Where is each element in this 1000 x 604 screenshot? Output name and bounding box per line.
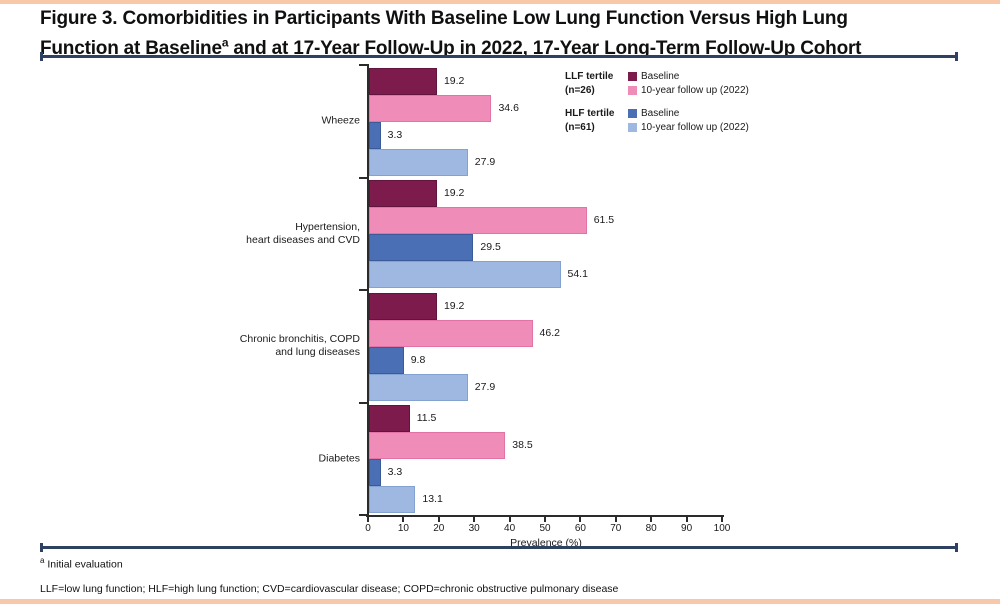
top-border-strip	[0, 0, 1000, 4]
bar-llf-tertile-10-year-follow-up-2022-	[369, 94, 492, 122]
x-axis-tick	[473, 517, 476, 522]
bar-hlf-tertile-10-year-follow-up-2022-	[369, 261, 561, 288]
category-label: Diabetes	[318, 452, 360, 465]
bar-llf-tertile-baseline	[369, 67, 437, 95]
y-axis-tick	[359, 289, 367, 291]
footnote-marker: a	[221, 36, 229, 50]
legend-row: LLF tertile Baseline	[565, 69, 749, 83]
figure-title-line2: Function at Baselinea and at 17-Year Fol…	[40, 36, 862, 60]
bar-llf-tertile-10-year-follow-up-2022-	[369, 207, 587, 234]
bar-value-label: 19.2	[443, 299, 465, 312]
y-axis-tick	[359, 514, 367, 516]
x-axis-tick	[402, 517, 405, 522]
bar-value-label: 29.5	[480, 241, 501, 253]
x-tick-label: 30	[468, 523, 480, 534]
bar-llf-tertile-baseline	[369, 292, 437, 320]
y-axis-tick	[359, 401, 367, 404]
legend-group-label: (n=61)	[565, 121, 595, 133]
y-axis-tick	[359, 176, 367, 179]
x-tick-label: 70	[610, 523, 622, 534]
x-tick-label: 100	[713, 523, 731, 534]
bar-value-label: 54.1	[567, 268, 588, 280]
bar-hlf-tertile-baseline	[369, 346, 404, 374]
figure-title-line1: Figure 3. Comorbidities in Participants …	[40, 8, 848, 29]
x-axis-tick	[650, 517, 653, 522]
legend-group-label: HLF tertile	[565, 107, 615, 119]
x-tick-label: 60	[574, 523, 586, 534]
bar-hlf-tertile-10-year-follow-up-2022-	[369, 373, 468, 401]
divider-rule-top	[40, 52, 958, 61]
legend-entry-label: 10-year follow up (2022)	[641, 84, 749, 96]
bar-value-label: 9.8	[410, 353, 426, 366]
legend-swatch	[628, 71, 637, 81]
bar-value-label: 27.9	[474, 155, 496, 168]
bar-value-label: 3.3	[387, 128, 403, 141]
legend-group: HLF tertile Baseline (n=61) 10-year follow …	[565, 106, 749, 134]
bottom-border-strip	[0, 599, 1000, 604]
legend-group-label: LLF tertile	[565, 70, 614, 82]
legend-group-label: (n=26)	[565, 84, 595, 96]
bar-llf-tertile-baseline	[369, 405, 410, 432]
bar-llf-tertile-10-year-follow-up-2022-	[369, 319, 533, 347]
figure-title: Figure 3. Comorbidities in Participants …	[40, 7, 975, 61]
legend-swatch	[628, 108, 637, 118]
legend-row: HLF tertile Baseline	[565, 106, 749, 120]
x-axis-tick	[437, 517, 440, 522]
bar-value-label: 19.2	[443, 187, 465, 199]
legend-swatch	[628, 122, 637, 132]
x-axis-line	[366, 515, 724, 517]
bar-value-label: 11.5	[416, 412, 437, 424]
x-tick-label: 10	[397, 523, 409, 534]
legend-swatch	[628, 85, 637, 95]
bar-value-label: 38.5	[512, 439, 533, 451]
bar-value-label: 34.6	[498, 101, 519, 114]
category-label: Chronic bronchitis, COPD and lung diseas…	[239, 333, 360, 359]
bar-llf-tertile-baseline	[369, 180, 437, 207]
bar-hlf-tertile-baseline	[369, 121, 381, 149]
x-axis-tick	[685, 517, 688, 522]
bar-value-label: 46.2	[539, 326, 560, 339]
bar-llf-tertile-10-year-follow-up-2022-	[369, 432, 506, 459]
bar-hlf-tertile-baseline	[369, 459, 381, 486]
bar-value-label: 3.3	[387, 466, 403, 478]
x-tick-label: 80	[645, 523, 657, 534]
chart-legend: LLF tertile Baseline (n=26) 10-year follow …	[565, 69, 749, 143]
x-tick-label: 50	[539, 523, 551, 534]
divider-rule-bottom	[40, 543, 958, 552]
bar-value-label: 13.1	[422, 493, 443, 505]
legend-entry-label: Baseline	[641, 70, 680, 82]
x-tick-label: 90	[681, 523, 693, 534]
legend-row: (n=61) 10-year follow up (2022)	[565, 120, 749, 134]
bar-value-label: 27.9	[474, 380, 496, 393]
category-label: Wheeze	[321, 114, 360, 127]
bar-value-label: 19.2	[443, 74, 465, 87]
legend-entry-label: 10-year follow up (2022)	[641, 121, 749, 133]
x-axis-tick	[367, 517, 369, 522]
bar-value-label: 61.5	[593, 214, 615, 226]
abbreviations-note: LLF=low lung function; HLF=high lung fun…	[40, 583, 619, 595]
x-axis-tick	[508, 517, 511, 522]
category-label: Hypertension, heart diseases and CVD	[246, 220, 360, 246]
x-axis-tick	[614, 517, 617, 522]
x-tick-label: 0	[365, 523, 371, 534]
legend-entry-label: Baseline	[641, 107, 680, 119]
bar-hlf-tertile-10-year-follow-up-2022-	[369, 148, 468, 176]
x-tick-label: 40	[504, 523, 516, 534]
x-axis-tick	[544, 517, 546, 522]
y-axis-line	[367, 64, 369, 516]
legend-group: LLF tertile Baseline (n=26) 10-year follow …	[565, 69, 749, 97]
x-tick-label: 20	[433, 523, 445, 534]
x-axis-tick	[721, 517, 723, 522]
y-axis-tick	[359, 64, 367, 66]
bar-hlf-tertile-baseline	[369, 234, 474, 261]
footnote-initial-evaluation: a Initial evaluation	[40, 556, 123, 571]
bar-hlf-tertile-10-year-follow-up-2022-	[369, 486, 416, 513]
x-axis-tick	[579, 517, 582, 522]
legend-row: (n=26) 10-year follow up (2022)	[565, 83, 749, 97]
